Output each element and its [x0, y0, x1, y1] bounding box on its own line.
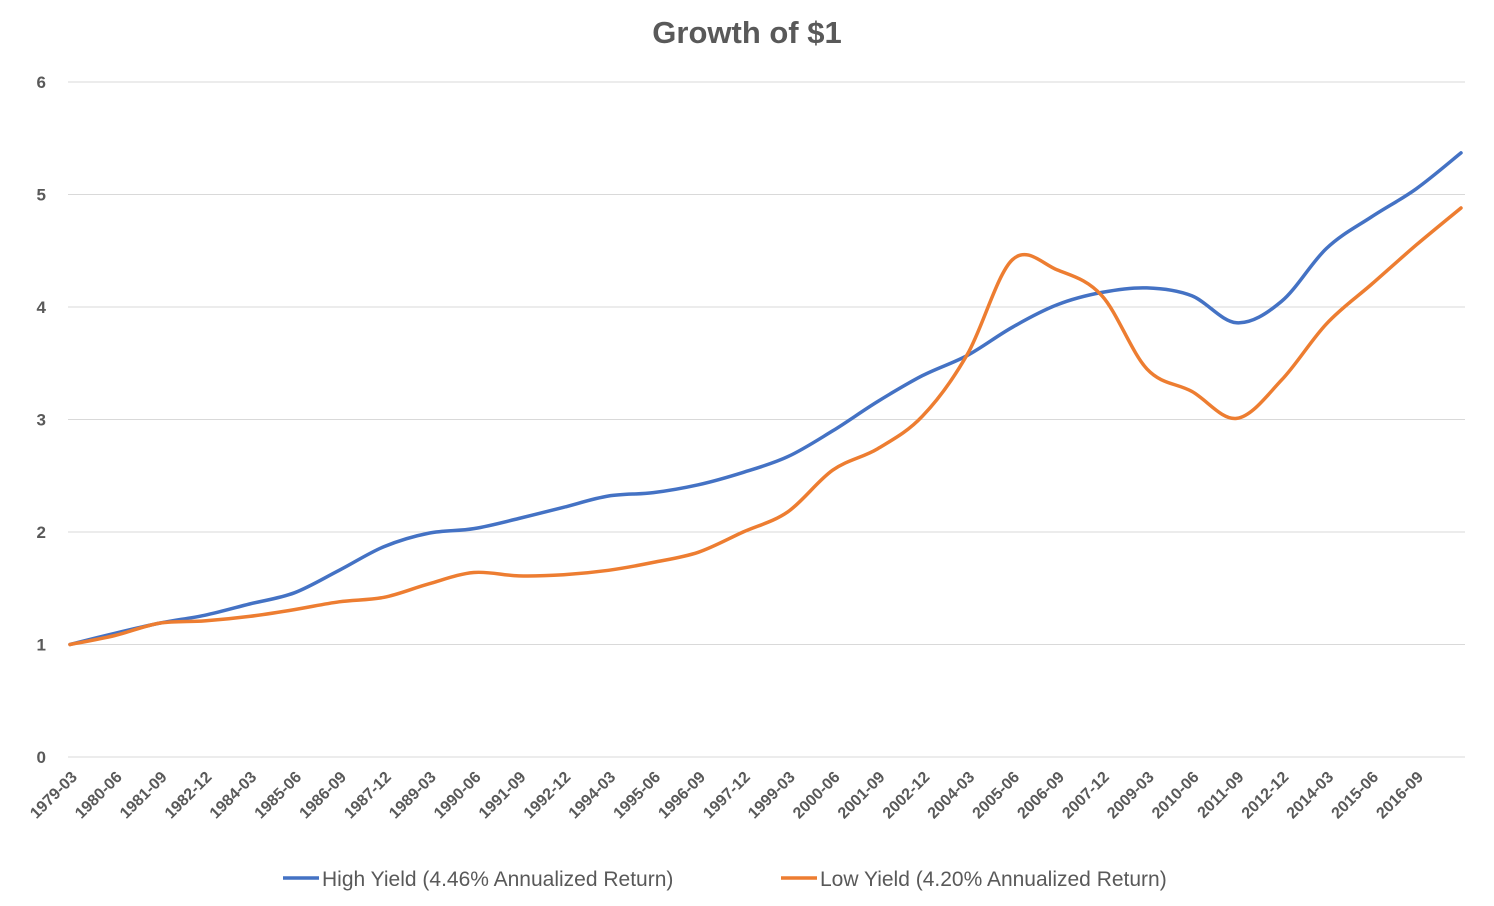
x-tick-label: 2004-03 — [925, 769, 979, 823]
x-tick-label: 2012-12 — [1239, 769, 1293, 823]
x-tick-label: 2015-06 — [1329, 769, 1383, 823]
y-tick-label: 0 — [37, 748, 46, 767]
chart-title: Growth of $1 — [652, 15, 841, 50]
gridlines — [68, 81, 1465, 758]
x-tick-label: 1990-06 — [431, 769, 485, 823]
x-tick-label: 2007-12 — [1059, 769, 1113, 823]
x-tick-label: 1987-12 — [341, 769, 395, 823]
x-tick-label: 2005-06 — [970, 769, 1024, 823]
legend-label-high-yield: High Yield (4.46% Annualized Return) — [322, 868, 673, 891]
x-tick-label: 1994-03 — [566, 769, 620, 823]
y-tick-label: 5 — [37, 186, 46, 205]
x-tick-label: 1996-09 — [655, 769, 709, 823]
x-tick-label: 1989-03 — [386, 769, 440, 823]
y-tick-label: 6 — [37, 73, 46, 92]
series-lines — [68, 151, 1463, 647]
x-tick-label: 2014-03 — [1284, 769, 1338, 823]
x-tick-label: 1980-06 — [72, 769, 126, 823]
x-tick-label: 1999-03 — [745, 769, 799, 823]
x-tick-label: 1992-12 — [521, 769, 575, 823]
x-tick-label: 1986-09 — [297, 769, 351, 823]
y-tick-label: 3 — [37, 411, 46, 430]
y-tick-label: 4 — [37, 298, 47, 317]
x-tick-label: 1979-03 — [27, 769, 81, 823]
series-line-low-yield — [68, 206, 1463, 647]
legend-label-low-yield: Low Yield (4.20% Annualized Return) — [820, 868, 1167, 891]
x-tick-label: 2000-06 — [790, 769, 844, 823]
legend: High Yield (4.46% Annualized Return) Low … — [283, 868, 1167, 891]
x-tick-label: 2006-09 — [1014, 769, 1068, 823]
x-tick-label: 2009-03 — [1104, 769, 1158, 823]
x-tick-label: 2011-09 — [1195, 769, 1248, 822]
x-tick-label: 1985-06 — [252, 769, 306, 823]
x-tick-label: 1997-12 — [700, 769, 754, 823]
y-tick-label: 2 — [37, 523, 46, 542]
x-tick-label: 2016-09 — [1373, 769, 1427, 823]
x-tick-label: 1995-06 — [611, 769, 665, 823]
x-tick-label: 2001-09 — [835, 769, 889, 823]
x-tick-label: 1984-03 — [207, 769, 261, 823]
x-tick-label: 2002-12 — [880, 769, 934, 823]
series-line-high-yield — [68, 151, 1463, 647]
y-axis-tick-labels: 0 1 2 3 4 5 6 — [37, 73, 47, 767]
x-axis-tick-labels: 1979-031980-061981-091982-121984-031985-… — [27, 769, 1427, 823]
y-tick-label: 1 — [37, 636, 46, 655]
x-tick-label: 1981-09 — [117, 769, 171, 823]
x-tick-label: 1982-12 — [162, 769, 216, 823]
x-tick-label: 1991-09 — [476, 769, 530, 823]
x-tick-label: 2010-06 — [1149, 769, 1203, 823]
